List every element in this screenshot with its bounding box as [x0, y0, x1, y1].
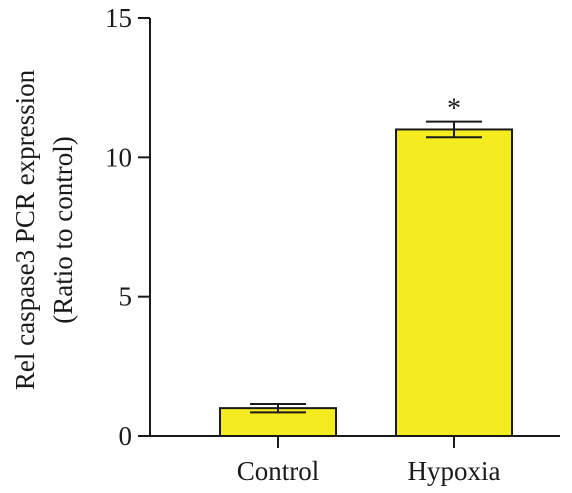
- y-axis-title: Rel caspase3 PCR expression (Ratio to co…: [10, 69, 78, 390]
- plot-area: 0 5 10 15 Control Hypoxia *: [105, 3, 560, 486]
- x-tick-label-hypoxia: Hypoxia: [408, 456, 501, 486]
- y-axis-title-line1: Rel caspase3 PCR expression: [10, 69, 40, 390]
- bar-hypoxia: [395, 128, 513, 437]
- x-tick-label-control: Control: [237, 456, 320, 486]
- y-axis-title-line2: (Ratio to control): [48, 136, 78, 323]
- y-tick-label: 0: [119, 421, 133, 451]
- y-tick-label: 5: [119, 282, 133, 312]
- y-tick-label: 15: [105, 3, 132, 33]
- y-tick-label: 10: [105, 142, 132, 172]
- significance-marker: *: [447, 94, 461, 125]
